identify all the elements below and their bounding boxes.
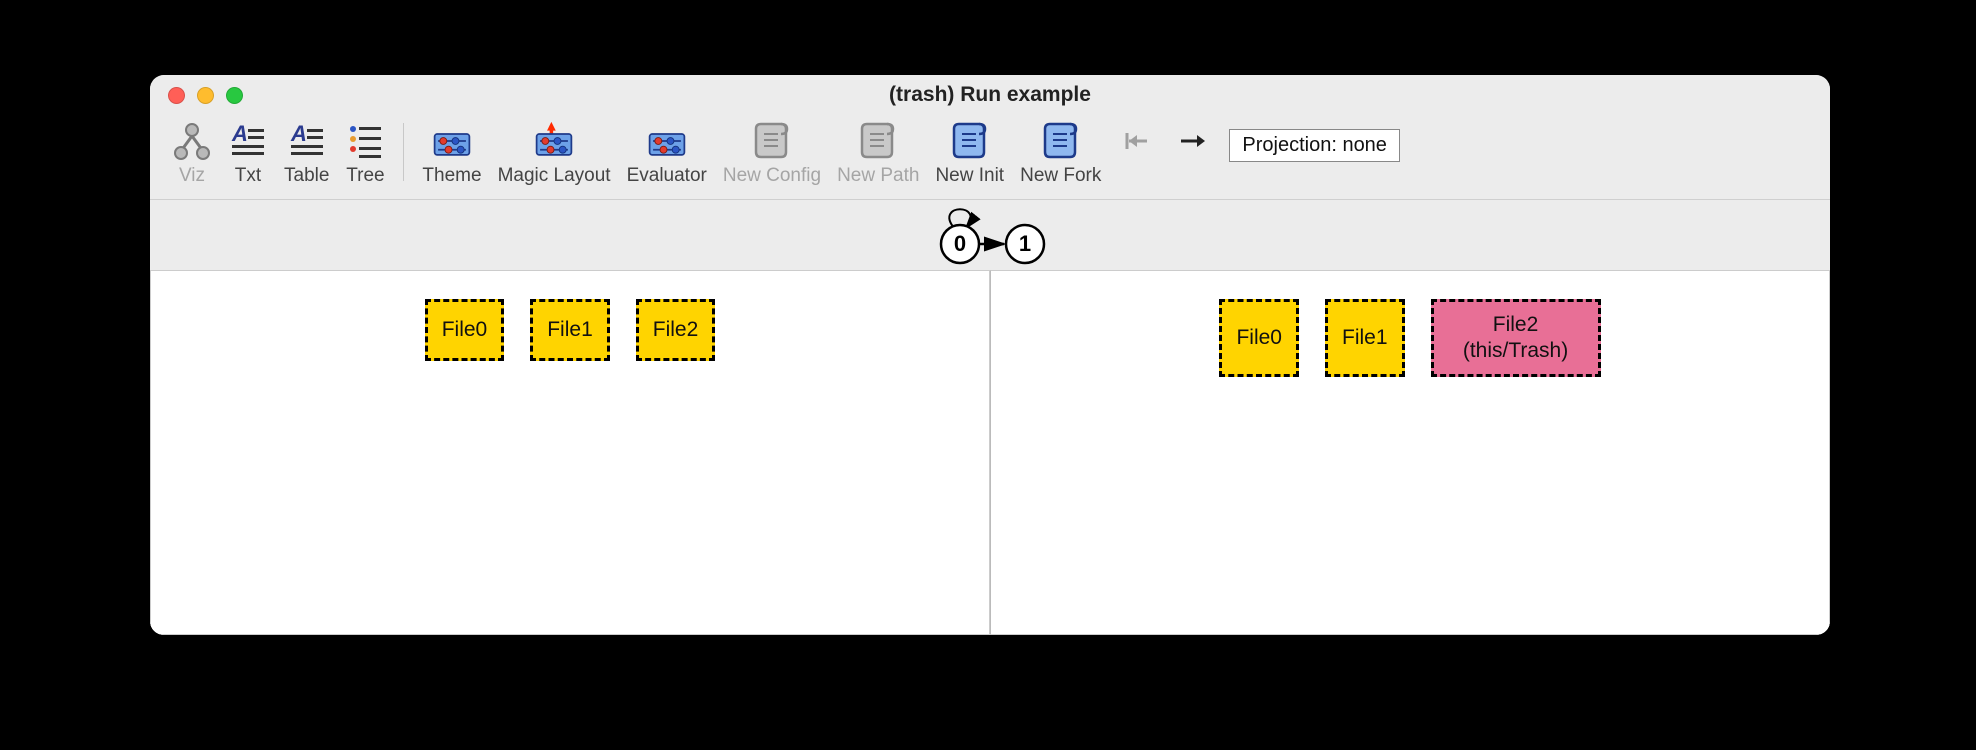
toolbar-label: Viz xyxy=(179,165,205,187)
scroll-blue-icon xyxy=(1041,121,1081,161)
minimize-button[interactable] xyxy=(197,87,214,104)
toolbar-separator xyxy=(403,123,404,181)
toolbar-label: Table xyxy=(284,165,329,187)
file-node[interactable]: File2 xyxy=(636,299,716,361)
arrow-first-icon xyxy=(1117,121,1157,161)
file-node[interactable]: File1 xyxy=(1325,299,1405,377)
sliders-arrow-icon xyxy=(534,121,574,161)
table-button[interactable]: A Table xyxy=(276,119,337,189)
sliders-icon xyxy=(647,121,687,161)
file-node[interactable]: File0 xyxy=(1219,299,1299,377)
svg-text:0: 0 xyxy=(954,231,966,256)
tree-button[interactable]: Tree xyxy=(337,119,393,189)
toolbar-label: New Init xyxy=(935,165,1004,187)
text-lines-icon: A xyxy=(228,121,268,161)
node-row: File0 File1 File2(this/Trash) xyxy=(991,299,1829,377)
scroll-gray-icon xyxy=(858,121,898,161)
new-fork-button[interactable]: New Fork xyxy=(1012,119,1109,189)
svg-text:A: A xyxy=(290,121,307,146)
nav-first-button xyxy=(1109,119,1165,163)
theme-button[interactable]: Theme xyxy=(414,119,489,189)
file-node[interactable]: File1 xyxy=(530,299,610,361)
window-controls xyxy=(150,87,243,104)
projection-selector[interactable]: Projection: none xyxy=(1229,129,1400,162)
window-title: (trash) Run example xyxy=(150,83,1830,107)
toolbar-label: Tree xyxy=(346,165,384,187)
viz-icon xyxy=(172,121,212,161)
zoom-button[interactable] xyxy=(226,87,243,104)
evaluator-button[interactable]: Evaluator xyxy=(619,119,715,189)
state-graph: 01 xyxy=(150,200,1830,270)
toolbar: VizA TxtA Table Tree Theme xyxy=(150,115,1830,200)
txt-button[interactable]: A Txt xyxy=(220,119,276,189)
nav-next-button[interactable] xyxy=(1165,119,1221,163)
state-graph-svg: 01 xyxy=(905,202,1075,268)
text-lines-icon: A xyxy=(287,121,327,161)
toolbar-label: Txt xyxy=(235,165,261,187)
scroll-blue-icon xyxy=(950,121,990,161)
node-row: File0 File1 File2 xyxy=(151,299,989,361)
toolbar-label: New Fork xyxy=(1020,165,1101,187)
toolbar-label: Evaluator xyxy=(627,165,707,187)
viz-button: Viz xyxy=(164,119,220,189)
close-button[interactable] xyxy=(168,87,185,104)
file-node[interactable]: File2(this/Trash) xyxy=(1431,299,1601,377)
new-path-button: New Path xyxy=(829,119,927,189)
new-config-button: New Config xyxy=(715,119,829,189)
toolbar-label: Magic Layout xyxy=(498,165,611,187)
state-panel: File0 File1 File2 xyxy=(150,270,990,635)
titlebar: (trash) Run example xyxy=(150,75,1830,115)
scroll-gray-icon xyxy=(752,121,792,161)
file-node[interactable]: File0 xyxy=(425,299,505,361)
toolbar-label: New Path xyxy=(837,165,919,187)
toolbar-label: Theme xyxy=(422,165,481,187)
sliders-icon xyxy=(432,121,472,161)
svg-text:1: 1 xyxy=(1019,231,1031,256)
toolbar-label: New Config xyxy=(723,165,821,187)
magic-layout-button[interactable]: Magic Layout xyxy=(490,119,619,189)
panels-area: File0 File1 File2 File0 File1 File2(this/Tras… xyxy=(150,270,1830,635)
new-init-button[interactable]: New Init xyxy=(927,119,1012,189)
app-window: (trash) Run example VizA TxtA Table Tree xyxy=(150,75,1830,635)
svg-text:A: A xyxy=(231,121,248,146)
tree-lines-icon xyxy=(345,121,385,161)
state-panel: File0 File1 File2(this/Trash) xyxy=(990,270,1830,635)
arrow-right-icon xyxy=(1173,121,1213,161)
